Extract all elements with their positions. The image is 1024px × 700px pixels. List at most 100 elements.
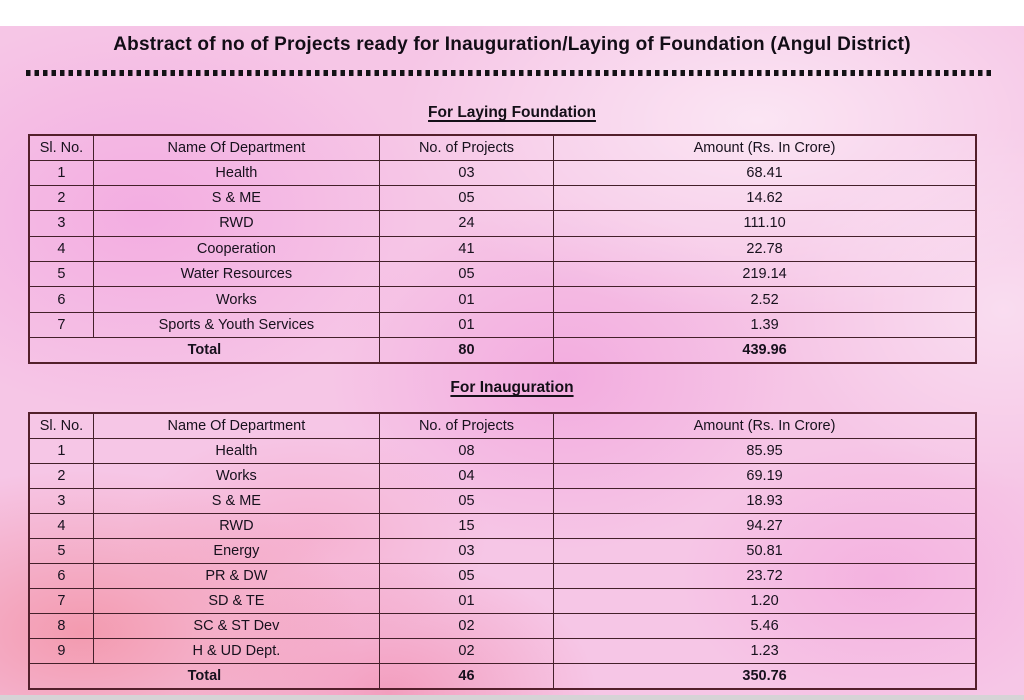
table-cell: Cooperation: [92, 235, 380, 263]
table-cell: H & UD Dept.: [92, 638, 380, 665]
table-cell: 2: [28, 462, 94, 489]
table-cell: 14.62: [553, 184, 977, 212]
column-header: No. of Projects: [378, 412, 555, 439]
table-cell: 69.19: [553, 462, 977, 489]
scanned-document-page: Abstract of no of Projects ready for Ina…: [0, 26, 1024, 700]
header-row: Sl. No. Name Of Department No. of Projects…: [28, 412, 977, 439]
column-header: Name Of Department: [92, 412, 380, 439]
table-cell: 02: [378, 613, 555, 640]
table-cell: 4: [28, 512, 94, 539]
section-heading-laying-foundation: For Laying Foundation: [428, 104, 596, 121]
table-cell: 68.41: [553, 159, 977, 186]
table-cell: Works: [92, 286, 380, 313]
document-title: Abstract of no of Projects ready for Ina…: [113, 34, 911, 55]
table-cell: Water Resources: [92, 260, 380, 288]
table-cell: Sports & Youth Services: [92, 311, 380, 339]
table-cell: 03: [378, 537, 555, 564]
table-cell: 05: [378, 487, 555, 514]
table-row: 4 RWD 15 94.27: [28, 512, 977, 539]
table-cell: 05: [378, 184, 555, 212]
table-cell: 6: [28, 562, 94, 590]
total-row: Total 80 439.96: [28, 337, 977, 364]
table-row: 5 Energy 03 50.81: [28, 537, 977, 564]
table-row: 8 SC & ST Dev 02 5.46: [28, 613, 977, 640]
table-cell: Energy: [92, 537, 380, 564]
table-cell: 15: [378, 512, 555, 539]
table-cell: 1.23: [553, 638, 977, 665]
table-cell: Health: [92, 159, 380, 186]
table-cell: 50.81: [553, 537, 977, 564]
table-cell: 3: [28, 487, 94, 514]
total-row: Total 46 350.76: [28, 663, 977, 690]
table-cell: 02: [378, 638, 555, 665]
section-heading-inauguration: For Inauguration: [450, 379, 574, 396]
table-cell: 6: [28, 286, 94, 313]
table-row: 1 Health 03 68.41: [28, 159, 977, 186]
table-row: 1 Health 08 85.95: [28, 437, 977, 464]
table-cell: 5: [28, 260, 94, 288]
inauguration-table: Sl. No. Name Of Department No. of Projects…: [28, 412, 977, 690]
table-cell: 85.95: [553, 437, 977, 464]
table-cell: 7: [28, 588, 94, 615]
table-cell: SC & ST Dev: [92, 613, 380, 640]
total-projects-cell: 46: [378, 663, 555, 690]
table-cell: SD & TE: [92, 588, 380, 615]
table-cell: PR & DW: [92, 562, 380, 590]
column-header: Sl. No.: [28, 412, 94, 439]
laying-foundation-table: Sl. No. Name Of Department No. of Projects…: [28, 134, 977, 364]
table-cell: 18.93: [553, 487, 977, 514]
table-cell: 1: [28, 159, 94, 186]
table-cell: 1.39: [553, 311, 977, 339]
table-row: 7 Sports & Youth Services 01 1.39: [28, 311, 977, 339]
total-amount-cell: 439.96: [553, 337, 977, 364]
table-cell: 5: [28, 537, 94, 564]
table-cell: RWD: [92, 210, 380, 237]
column-header: Name Of Department: [92, 134, 380, 161]
scan-edge-strip: [0, 695, 1024, 700]
table-row: 6 Works 01 2.52: [28, 286, 977, 313]
table-row: 3 RWD 24 111.10: [28, 210, 977, 237]
table-cell: 2.52: [553, 286, 977, 313]
table-cell: 7: [28, 311, 94, 339]
table-cell: S & ME: [92, 487, 380, 514]
table-cell: S & ME: [92, 184, 380, 212]
table-cell: 22.78: [553, 235, 977, 263]
table-cell: 08: [378, 437, 555, 464]
table-cell: 9: [28, 638, 94, 665]
table-cell: 4: [28, 235, 94, 263]
column-header: Amount (Rs. In Crore): [553, 134, 977, 161]
table-cell: 24: [378, 210, 555, 237]
table-row: 5 Water Resources 05 219.14: [28, 260, 977, 288]
table-cell: 1.20: [553, 588, 977, 615]
table-cell: 41: [378, 235, 555, 263]
total-label-cell: Total: [28, 337, 380, 364]
table-cell: 05: [378, 562, 555, 590]
column-header: No. of Projects: [378, 134, 555, 161]
column-header: Sl. No.: [28, 134, 94, 161]
column-header: Amount (Rs. In Crore): [553, 412, 977, 439]
table-row: 6 PR & DW 05 23.72: [28, 562, 977, 590]
table-cell: 23.72: [553, 562, 977, 590]
table-cell: 5.46: [553, 613, 977, 640]
table-cell: 01: [378, 588, 555, 615]
table-cell: 03: [378, 159, 555, 186]
table-cell: 05: [378, 260, 555, 288]
total-label-cell: Total: [28, 663, 380, 690]
table-cell: Health: [92, 437, 380, 464]
table-cell: 219.14: [553, 260, 977, 288]
dotted-divider: [26, 70, 992, 76]
table-row: 4 Cooperation 41 22.78: [28, 235, 977, 263]
table-cell: 01: [378, 286, 555, 313]
table-cell: RWD: [92, 512, 380, 539]
table-row: 2 Works 04 69.19: [28, 462, 977, 489]
table-cell: 8: [28, 613, 94, 640]
header-row: Sl. No. Name Of Department No. of Projects…: [28, 134, 977, 161]
total-projects-cell: 80: [378, 337, 555, 364]
table-cell: Works: [92, 462, 380, 489]
table-cell: 94.27: [553, 512, 977, 539]
table-cell: 3: [28, 210, 94, 237]
table-cell: 01: [378, 311, 555, 339]
